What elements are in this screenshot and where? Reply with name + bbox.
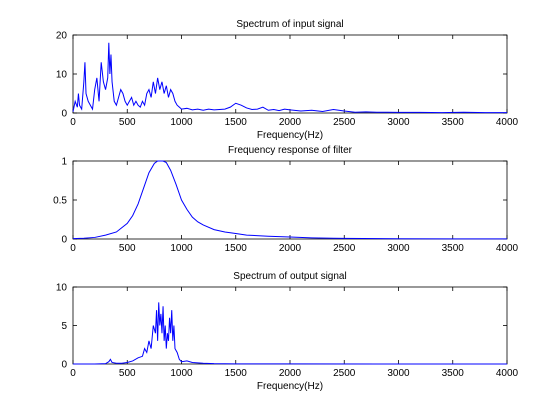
axis-tick-labels: 0 500 1000 1500 2000 2500 3000 3500 4000 0 5 10 [56,283,519,380]
x-tick-label: 2000 [279,368,302,379]
series-line-filter-response [72,160,508,240]
y-tick-label: 1 [61,157,67,168]
x-tick-label: 4000 [496,117,519,128]
x-tick-label: 500 [119,368,136,379]
subplot-output-spectrum: Spectrum of output signal 0 500 1000 1500 20… [56,271,519,392]
x-tick-label: 3500 [442,243,465,254]
chart-title: Spectrum of input signal [236,19,343,30]
y-tick-label: 5 [61,321,67,332]
chart-title: Frequency response of filter [228,145,353,156]
y-tick-label: 20 [56,31,68,42]
x-axis-label: Frequency(Hz) [257,130,323,141]
x-tick-label: 3000 [387,117,410,128]
axis-ticks [72,286,508,365]
x-tick-label: 2500 [333,368,356,379]
x-tick-label: 4000 [496,243,519,254]
y-tick-label: 0 [61,235,67,246]
x-tick-label: 1500 [225,368,248,379]
x-tick-label: 2500 [333,243,356,254]
x-tick-label: 0 [70,243,76,254]
x-tick-label: 500 [119,243,136,254]
x-tick-label: 0 [70,117,76,128]
series-line-output-spectrum [73,302,507,365]
y-tick-label: 10 [56,283,68,294]
chart-title: Spectrum of output signal [233,271,346,282]
x-tick-label: 0 [70,368,76,379]
y-tick-label: 10 [56,70,68,81]
y-tick-label: 0 [61,360,67,371]
plot-area [72,286,508,365]
x-tick-label: 3000 [387,243,410,254]
x-tick-label: 4000 [496,368,519,379]
axis-tick-labels: 0 500 1000 1500 2000 2500 3000 3500 4000 0 10 20 [56,31,519,129]
plot-area [72,34,508,114]
axis-tick-labels: 0 500 1000 1500 2000 2500 3000 3500 4000 0 0.5 1 [53,157,518,255]
x-tick-label: 3000 [387,368,410,379]
x-tick-label: 2000 [279,243,302,254]
x-tick-label: 500 [119,117,136,128]
x-tick-label: 1500 [225,117,248,128]
plot-area [72,160,508,240]
x-tick-label: 1500 [225,243,248,254]
subplot-filter-response: Frequency response of filter 0 500 1000 150… [53,145,518,254]
x-tick-label: 1000 [170,243,193,254]
x-tick-label: 3500 [442,117,465,128]
series-line-input-spectrum [72,42,507,114]
y-tick-label: 0.5 [53,196,67,207]
x-tick-label: 1000 [170,368,193,379]
x-axis-label: Frequency(Hz) [257,381,323,392]
y-tick-label: 0 [61,109,67,120]
x-tick-label: 1000 [170,117,193,128]
x-tick-label: 2000 [279,117,302,128]
subplot-input-spectrum: Spectrum of input signal 0 500 1000 1500 200… [56,19,519,141]
x-tick-label: 3500 [442,368,465,379]
x-tick-label: 2500 [333,117,356,128]
